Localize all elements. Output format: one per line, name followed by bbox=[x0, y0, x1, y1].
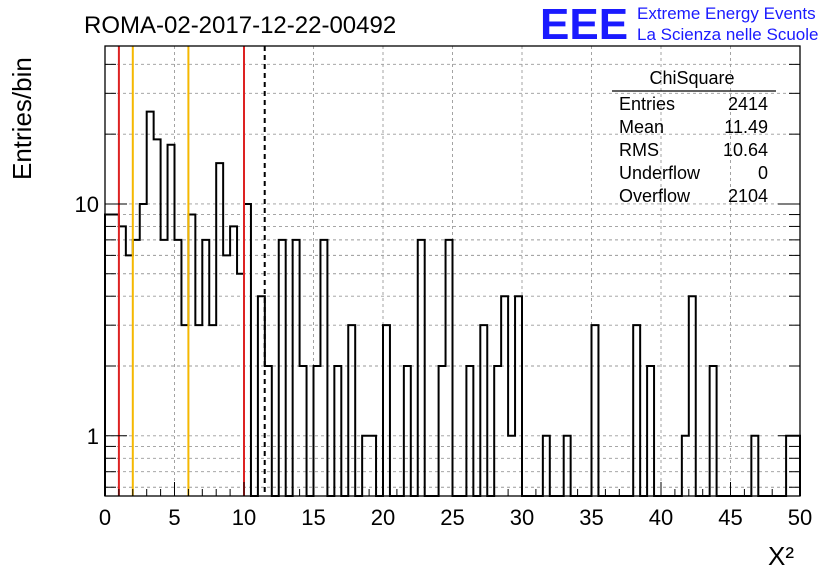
x-axis-title: X² bbox=[768, 541, 794, 571]
stats-title: ChiSquare bbox=[649, 68, 734, 88]
reference-lines bbox=[117, 46, 266, 496]
stats-value: 0 bbox=[758, 163, 768, 183]
stats-value: 11.49 bbox=[724, 117, 768, 137]
x-tick-label: 45 bbox=[718, 505, 742, 530]
x-tick-label: 15 bbox=[301, 505, 325, 530]
x-tick-label: 30 bbox=[510, 505, 534, 530]
y-ticks: 1 10 bbox=[75, 63, 800, 488]
x-tick-label: 35 bbox=[579, 505, 603, 530]
stats-label: RMS bbox=[619, 140, 659, 160]
stats-label: Underflow bbox=[619, 163, 701, 183]
x-tick-label: 50 bbox=[788, 505, 812, 530]
x-tick-label: 25 bbox=[440, 505, 464, 530]
logo-mark: EEE bbox=[540, 0, 628, 49]
stats-value: 10.64 bbox=[723, 140, 768, 160]
logo-line2: La Scienza nelle Scuole bbox=[637, 25, 818, 44]
stats-label: Entries bbox=[619, 94, 675, 114]
x-tick-label: 40 bbox=[649, 505, 673, 530]
y-axis-title: Entries/bin bbox=[7, 57, 37, 180]
y-tick-label: 10 bbox=[75, 192, 99, 217]
x-tick-label: 20 bbox=[371, 505, 395, 530]
x-ticks: 0 5 10 15 20 25 30 35 40 45 50 bbox=[99, 482, 812, 530]
stats-label: Overflow bbox=[619, 186, 691, 206]
y-tick-label: 1 bbox=[87, 424, 99, 449]
stats-label: Mean bbox=[619, 117, 664, 137]
logo-line1: Extreme Energy Events bbox=[637, 4, 816, 23]
x-tick-label: 5 bbox=[168, 505, 180, 530]
stats-box: ChiSquare Entries 2414 Mean 11.49 RMS 10.64 Un… bbox=[612, 68, 776, 206]
stats-value: 2414 bbox=[728, 94, 768, 114]
eee-logo: EEE Extreme Energy Events La Scienza nel… bbox=[540, 0, 818, 49]
stats-value: 2104 bbox=[728, 186, 768, 206]
x-tick-label: 0 bbox=[99, 505, 111, 530]
chart-title: ROMA-02-2017-12-22-00492 bbox=[84, 12, 396, 39]
x-tick-label: 10 bbox=[232, 505, 256, 530]
grid bbox=[105, 46, 800, 496]
